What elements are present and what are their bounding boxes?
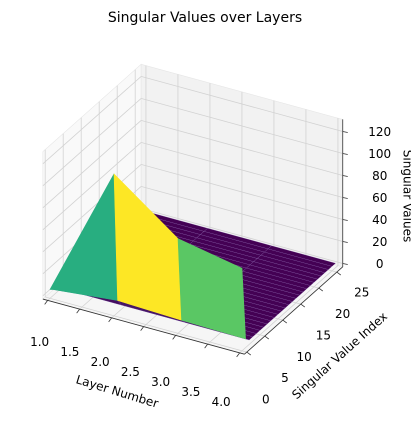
x-tick: [204, 343, 208, 349]
z-tick-label: 40: [372, 213, 387, 227]
grid-line: [42, 119, 343, 209]
y-tick-label: 25: [354, 286, 369, 300]
z-tick: [342, 131, 348, 133]
y-tick: [336, 271, 342, 276]
grid-line: [42, 75, 343, 165]
x-tick-label: 2.5: [121, 365, 140, 379]
x-tick-label: 2.0: [91, 355, 110, 369]
grid-line: [42, 97, 343, 187]
chart-title: Singular Values over Layers: [108, 10, 302, 26]
x-tick-label: 1.5: [60, 345, 79, 359]
x-tick: [140, 326, 144, 331]
z-tick-label: 80: [372, 169, 387, 183]
z-tick-label: 20: [372, 235, 387, 249]
x-tick-label: 3.5: [181, 385, 200, 399]
surface-face: [257, 255, 325, 277]
x-axis-label: Layer Number: [74, 372, 160, 410]
grid-line: [44, 149, 247, 353]
x-tick: [108, 317, 112, 323]
y-axis-line: [244, 266, 344, 355]
y-tick: [264, 335, 270, 340]
z-tick: [342, 241, 348, 243]
surface-face: [264, 248, 333, 270]
x-tick: [76, 308, 80, 314]
z-tick-label: 100: [368, 147, 391, 161]
z-axis-label: Singular Values: [401, 150, 411, 242]
x-tick: [172, 335, 176, 340]
grid-line: [239, 118, 339, 354]
z-tick-label: 120: [368, 125, 391, 139]
z-tick: [342, 175, 348, 177]
grid-line: [42, 163, 343, 253]
z-tick: [342, 219, 348, 221]
surface-face: [267, 245, 336, 267]
z-tick-label: 0: [376, 257, 384, 271]
z-tick: [342, 197, 348, 199]
y-tick-label: 15: [316, 328, 331, 342]
x-tick-label: 1.0: [30, 335, 49, 349]
surface-face: [246, 264, 315, 286]
y-tick-label: 20: [335, 307, 350, 321]
surface-face: [177, 238, 246, 340]
x-tick-label: 4.0: [212, 395, 231, 409]
y-tick: [318, 287, 324, 292]
y-tick: [246, 351, 252, 356]
surface-face: [253, 258, 322, 280]
y-tick-label: 0: [262, 393, 270, 407]
y-tick: [282, 319, 288, 324]
surface-face: [249, 261, 318, 283]
y-tick-label: 10: [297, 350, 312, 364]
y-tick-label: 5: [281, 371, 289, 385]
z-tick-label: 60: [372, 191, 387, 205]
surface-face: [242, 267, 311, 289]
y-tick: [300, 303, 306, 308]
x-tick-label: 3.0: [151, 375, 170, 389]
z-tick: [342, 263, 348, 265]
grid-line: [42, 141, 343, 231]
x-tick: [236, 352, 240, 358]
z-tick: [342, 153, 348, 155]
x-tick: [44, 300, 48, 305]
